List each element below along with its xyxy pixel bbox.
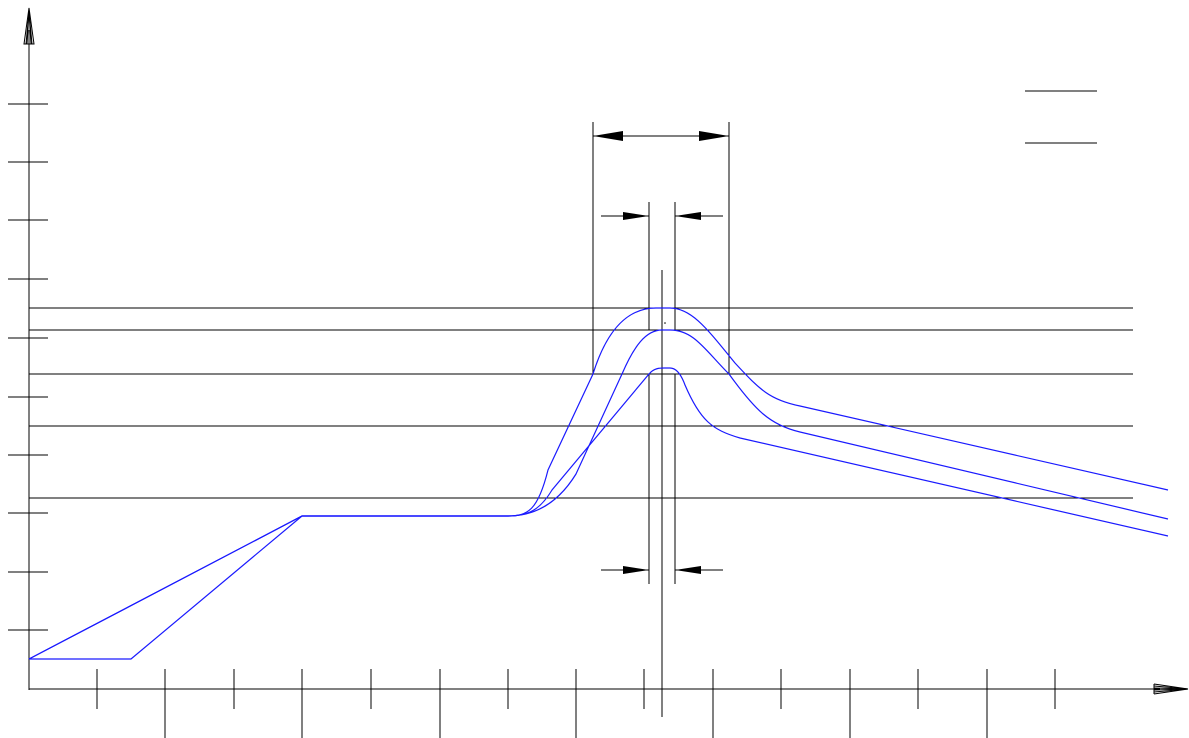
y-axis-arrowhead-icon <box>23 7 35 45</box>
x-axis <box>29 669 1189 738</box>
dimension-arrow-in-left-icon <box>623 212 649 220</box>
inner-width-dimension-bottom <box>601 566 723 574</box>
dimension-arrow-in-right-icon <box>675 212 701 220</box>
y-axis <box>8 7 48 690</box>
x-axis-ticks <box>96 669 1056 738</box>
x-axis-arrowhead-icon <box>1153 683 1189 695</box>
dimension-arrow-right-icon <box>699 131 729 141</box>
inner-width-dimension-top <box>601 212 723 220</box>
center-mark <box>664 322 666 324</box>
lower-profile-curve <box>29 367 1169 660</box>
construction-lines <box>592 122 730 717</box>
dimension-arrow-in-left-icon <box>623 566 649 574</box>
legend <box>1025 90 1097 144</box>
outer-width-dimension <box>593 131 729 141</box>
dimension-arrow-in-right-icon <box>675 566 701 574</box>
middle-profile-curve <box>28 329 1169 660</box>
reference-lines <box>29 307 1133 499</box>
dimension-arrow-left-icon <box>593 131 623 141</box>
y-axis-ticks <box>8 103 48 631</box>
upper-profile-curve <box>28 307 1169 660</box>
profile-curves <box>28 307 1169 660</box>
